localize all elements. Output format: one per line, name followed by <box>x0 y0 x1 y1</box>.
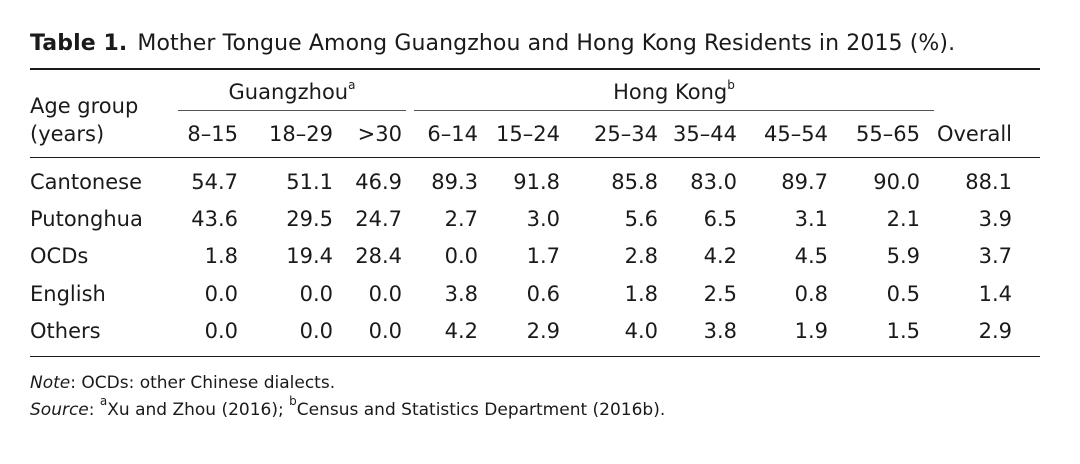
top-rule <box>30 68 1040 70</box>
table-cell: 91.8 <box>513 170 560 194</box>
table-cell: 1.9 <box>794 319 828 343</box>
age-group-heading-line1: Age group <box>30 94 139 118</box>
table-cell: 2.7 <box>444 207 478 231</box>
column-header: 15–24 <box>496 122 560 146</box>
table-caption: Mother Tongue Among Guangzhou and Hong K… <box>137 31 956 56</box>
table-cell: 89.7 <box>781 170 828 194</box>
table-cell: 0.0 <box>204 282 238 306</box>
table-cell: 0.8 <box>794 282 828 306</box>
table-cell: 1.4 <box>978 282 1012 306</box>
group-heading-hongkong: Hong Kongb <box>414 78 934 104</box>
table-cell: 83.0 <box>690 170 737 194</box>
row-label: Others <box>30 319 101 343</box>
table-cell: 1.5 <box>886 319 920 343</box>
column-header: Overall <box>936 122 1012 146</box>
group-name-hongkong: Hong Kong <box>613 80 728 104</box>
table-cell: 1.8 <box>204 244 238 268</box>
table-cell: 5.6 <box>624 207 658 231</box>
row-label: OCDs <box>30 244 89 268</box>
table-cell: 3.8 <box>444 282 478 306</box>
table-label: Table 1. <box>30 31 128 56</box>
table-cell: 54.7 <box>191 170 238 194</box>
note-label: Note <box>30 373 71 393</box>
header-rule <box>30 157 1040 158</box>
source-label: Source <box>30 400 89 420</box>
table-cell: 3.1 <box>794 207 828 231</box>
table-cell: 0.5 <box>886 282 920 306</box>
group-sup-hongkong: b <box>727 78 735 92</box>
table-cell: 43.6 <box>191 207 238 231</box>
table-cell: 19.4 <box>286 244 333 268</box>
source-text-a: Xu and Zhou (2016); <box>107 400 290 420</box>
table-cell: 0.6 <box>526 282 560 306</box>
table-cell: 46.9 <box>355 170 402 194</box>
table-cell: 2.9 <box>978 319 1012 343</box>
table-source: Source: aXu and Zhou (2016); bCensus and… <box>30 395 666 420</box>
column-header: 8–15 <box>187 122 238 146</box>
table-cell: 4.2 <box>444 319 478 343</box>
table-cell: 5.9 <box>886 244 920 268</box>
table-cell: 85.8 <box>611 170 658 194</box>
table-cell: 3.0 <box>526 207 560 231</box>
table-cell: 3.9 <box>978 207 1012 231</box>
column-header: 6–14 <box>427 122 478 146</box>
table-cell: 1.7 <box>526 244 560 268</box>
group-heading-guangzhou: Guangzhoua <box>178 78 406 104</box>
source-text-b: Census and Statistics Department (2016b)… <box>296 400 666 420</box>
table-cell: 88.1 <box>965 170 1012 194</box>
table-cell: 0.0 <box>444 244 478 268</box>
table-cell: 0.0 <box>204 319 238 343</box>
column-header: 25–34 <box>594 122 658 146</box>
table-cell: 2.5 <box>703 282 737 306</box>
table-cell: 4.2 <box>703 244 737 268</box>
table-cell: 90.0 <box>873 170 920 194</box>
column-header: >30 <box>357 122 402 146</box>
table-cell: 51.1 <box>286 170 333 194</box>
table-title: Table 1. Mother Tongue Among Guangzhou an… <box>30 31 955 56</box>
table-cell: 2.8 <box>624 244 658 268</box>
table-cell: 89.3 <box>431 170 478 194</box>
table-cell: 2.1 <box>886 207 920 231</box>
note-text: : OCDs: other Chinese dialects. <box>70 373 336 393</box>
group-rule-guangzhou <box>178 110 406 111</box>
table-cell: 0.0 <box>299 319 333 343</box>
bottom-rule <box>30 356 1040 357</box>
table-cell: 6.5 <box>703 207 737 231</box>
group-sup-guangzhou: a <box>348 78 356 92</box>
age-group-heading-line2: (years) <box>30 122 105 146</box>
source-sup-a: a <box>99 394 108 408</box>
table-cell: 0.0 <box>368 282 402 306</box>
table-cell: 2.9 <box>526 319 560 343</box>
row-label: Cantonese <box>30 170 143 194</box>
column-header: 45–54 <box>764 122 828 146</box>
table-cell: 3.7 <box>978 244 1012 268</box>
row-label: English <box>30 282 106 306</box>
table-note: Note: OCDs: other Chinese dialects. <box>30 373 335 393</box>
column-header: 55–65 <box>856 122 920 146</box>
table-cell: 4.0 <box>624 319 658 343</box>
row-label: Putonghua <box>30 207 143 231</box>
table-cell: 28.4 <box>355 244 402 268</box>
source-sep: : <box>88 400 100 420</box>
group-name-guangzhou: Guangzhou <box>228 80 349 104</box>
table-cell: 24.7 <box>355 207 402 231</box>
table-cell: 1.8 <box>624 282 658 306</box>
table-cell: 0.0 <box>299 282 333 306</box>
table-cell: 0.0 <box>368 319 402 343</box>
column-header: 35–44 <box>673 122 737 146</box>
table-cell: 4.5 <box>794 244 828 268</box>
group-rule-hongkong <box>414 110 934 111</box>
column-header: 18–29 <box>269 122 333 146</box>
table-cell: 3.8 <box>703 319 737 343</box>
source-sup-b: b <box>289 394 297 408</box>
table-cell: 29.5 <box>286 207 333 231</box>
